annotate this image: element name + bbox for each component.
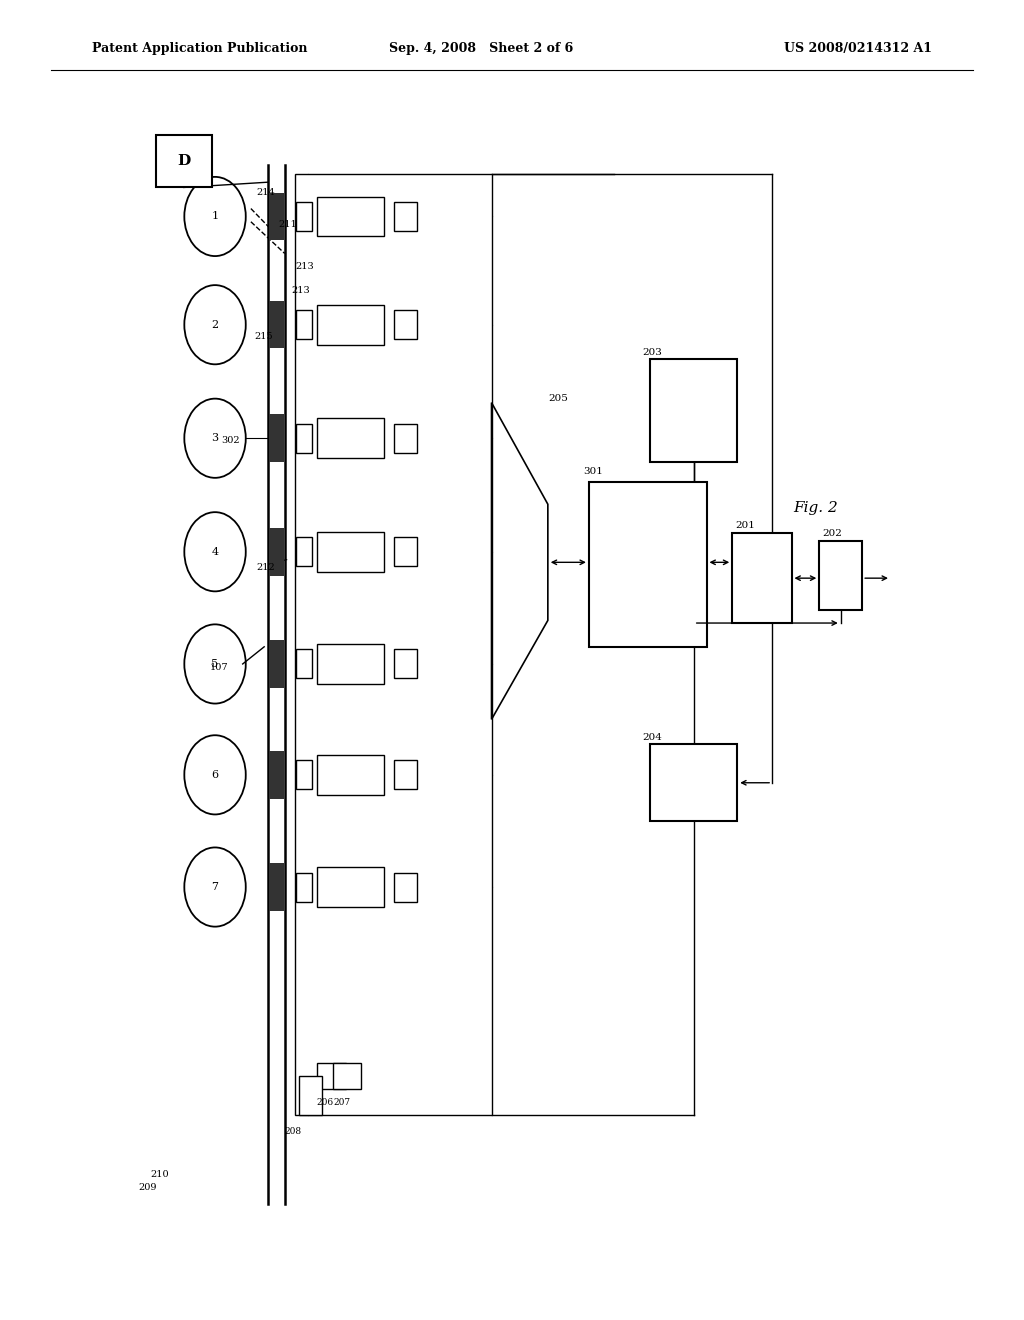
Text: 212: 212 (256, 564, 274, 572)
Text: 301: 301 (584, 467, 603, 475)
Text: 1: 1 (212, 211, 218, 222)
Text: 107: 107 (210, 664, 228, 672)
Text: 4: 4 (212, 546, 218, 557)
Bar (269, 751, 284, 799)
Bar (296, 310, 312, 339)
Text: Patent Application Publication: Patent Application Publication (92, 42, 307, 55)
Text: 209: 209 (138, 1184, 157, 1192)
Bar (394, 649, 417, 678)
Bar (317, 305, 384, 345)
Bar (317, 418, 384, 458)
Text: 208: 208 (285, 1127, 302, 1135)
Bar (317, 1063, 346, 1089)
Text: 202: 202 (822, 529, 842, 537)
Text: 213: 213 (292, 286, 310, 294)
Bar (394, 537, 417, 566)
Bar (296, 537, 312, 566)
Bar (299, 1076, 322, 1115)
Bar (296, 424, 312, 453)
Text: 215: 215 (254, 333, 272, 341)
Bar (394, 424, 417, 453)
Bar (650, 744, 737, 821)
Text: 213: 213 (295, 263, 313, 271)
Bar (732, 533, 792, 623)
Bar (269, 414, 284, 462)
Bar (394, 873, 417, 902)
Bar (317, 532, 384, 572)
Text: 3: 3 (212, 433, 218, 444)
Text: 206: 206 (316, 1098, 334, 1106)
Text: 6: 6 (212, 770, 218, 780)
Bar (317, 867, 384, 907)
Bar (317, 755, 384, 795)
Bar (269, 193, 284, 240)
Bar (394, 760, 417, 789)
Text: 2: 2 (212, 319, 218, 330)
Text: 7: 7 (212, 882, 218, 892)
Text: 203: 203 (642, 348, 662, 356)
Text: US 2008/0214312 A1: US 2008/0214312 A1 (783, 42, 932, 55)
Bar (394, 202, 417, 231)
Text: D: D (177, 154, 190, 168)
Bar (394, 310, 417, 339)
Bar (589, 482, 707, 647)
Text: 204: 204 (642, 734, 662, 742)
Bar (317, 644, 384, 684)
Text: 210: 210 (151, 1171, 169, 1179)
Bar (317, 197, 384, 236)
Bar (650, 359, 737, 462)
Bar (296, 649, 312, 678)
Text: Fig. 2: Fig. 2 (794, 502, 839, 515)
Text: Sep. 4, 2008   Sheet 2 of 6: Sep. 4, 2008 Sheet 2 of 6 (389, 42, 573, 55)
Bar (819, 541, 862, 610)
Text: 201: 201 (735, 521, 755, 529)
Bar (269, 640, 284, 688)
Bar (333, 1063, 361, 1089)
Text: 211: 211 (279, 220, 297, 228)
Text: 205: 205 (548, 395, 567, 403)
Bar (295, 174, 492, 1115)
Bar (296, 202, 312, 231)
Bar (269, 528, 284, 576)
Text: 214: 214 (256, 189, 274, 197)
Text: 207: 207 (334, 1098, 351, 1106)
Bar (296, 760, 312, 789)
Text: 5: 5 (212, 659, 218, 669)
Bar (269, 301, 284, 348)
Bar (296, 873, 312, 902)
Text: 302: 302 (221, 437, 240, 445)
Bar (156, 135, 212, 187)
Bar (269, 863, 284, 911)
